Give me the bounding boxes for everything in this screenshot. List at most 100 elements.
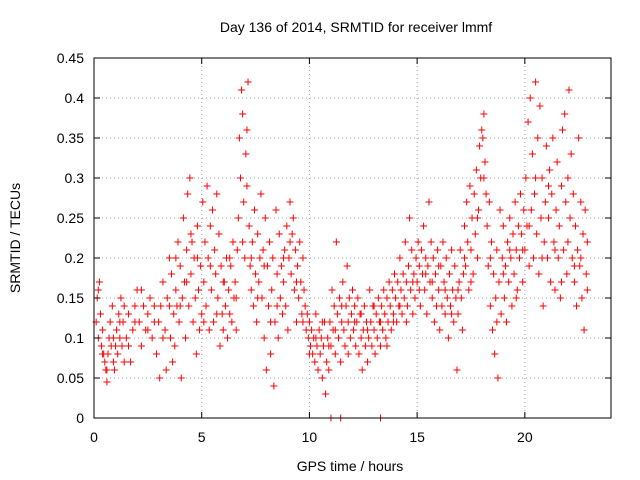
data-point bbox=[550, 238, 558, 246]
data-point bbox=[354, 294, 362, 302]
data-point bbox=[221, 302, 229, 310]
data-point bbox=[565, 86, 573, 94]
data-point bbox=[178, 294, 186, 302]
data-point bbox=[341, 342, 349, 350]
data-point bbox=[114, 350, 122, 358]
data-point bbox=[235, 134, 243, 142]
data-point bbox=[259, 246, 267, 254]
data-point bbox=[412, 254, 420, 262]
data-point bbox=[357, 310, 365, 318]
data-point bbox=[284, 326, 292, 334]
data-point bbox=[370, 302, 378, 310]
data-point bbox=[553, 158, 561, 166]
data-point bbox=[165, 254, 173, 262]
grid-lines bbox=[94, 58, 611, 418]
data-point bbox=[441, 286, 449, 294]
data-point bbox=[177, 374, 185, 382]
data-point bbox=[355, 350, 363, 358]
data-point bbox=[450, 318, 458, 326]
data-point bbox=[455, 278, 463, 286]
data-point bbox=[273, 270, 281, 278]
data-point bbox=[402, 278, 410, 286]
data-point bbox=[484, 262, 492, 270]
data-point bbox=[117, 294, 125, 302]
data-point bbox=[243, 182, 251, 190]
data-point bbox=[276, 294, 284, 302]
x-axis-label: GPS time / hours bbox=[297, 458, 404, 474]
data-point bbox=[480, 110, 488, 118]
data-point bbox=[399, 270, 407, 278]
data-point bbox=[391, 270, 399, 278]
data-point bbox=[511, 198, 519, 206]
data-point bbox=[564, 174, 572, 182]
data-point bbox=[264, 302, 272, 310]
data-point bbox=[467, 278, 475, 286]
data-point bbox=[260, 334, 268, 342]
data-point bbox=[352, 342, 360, 350]
data-point bbox=[396, 254, 404, 262]
axes: 0 0.05 0.1 0.15 0.2 0.25 0.3 0.35 0.4 0.45 0 5 10 15 2… bbox=[57, 50, 612, 445]
data-point bbox=[308, 326, 316, 334]
data-point bbox=[509, 230, 517, 238]
data-point bbox=[549, 134, 557, 142]
data-point bbox=[506, 246, 514, 254]
data-point bbox=[286, 238, 294, 246]
data-point bbox=[186, 174, 194, 182]
data-point bbox=[115, 310, 123, 318]
data-point bbox=[203, 182, 211, 190]
data-point bbox=[201, 238, 209, 246]
data-point bbox=[519, 278, 527, 286]
data-point bbox=[370, 326, 378, 334]
data-point bbox=[206, 262, 214, 270]
data-point bbox=[476, 142, 484, 150]
data-point bbox=[435, 286, 443, 294]
data-point bbox=[569, 190, 577, 198]
data-point bbox=[473, 254, 481, 262]
data-point bbox=[385, 278, 393, 286]
data-point bbox=[188, 238, 196, 246]
data-point bbox=[226, 254, 234, 262]
data-point bbox=[463, 198, 471, 206]
data-point bbox=[323, 358, 331, 366]
data-point bbox=[514, 222, 522, 230]
data-point bbox=[561, 110, 569, 118]
data-point bbox=[458, 326, 466, 334]
data-point bbox=[415, 286, 423, 294]
data-point bbox=[305, 318, 313, 326]
data-point bbox=[349, 286, 356, 294]
data-point bbox=[556, 294, 564, 302]
data-point bbox=[497, 310, 505, 318]
data-point bbox=[522, 174, 530, 182]
data-point bbox=[546, 166, 554, 174]
data-point bbox=[144, 326, 152, 334]
data-point bbox=[254, 294, 262, 302]
data-point bbox=[475, 206, 483, 214]
data-point bbox=[454, 286, 462, 294]
data-point bbox=[140, 302, 148, 310]
data-point bbox=[106, 318, 114, 326]
data-point bbox=[325, 366, 333, 374]
data-point bbox=[510, 270, 518, 278]
data-point bbox=[96, 310, 104, 318]
data-point bbox=[236, 174, 244, 182]
data-point bbox=[453, 366, 461, 374]
data-point bbox=[183, 246, 191, 254]
data-point bbox=[316, 350, 324, 358]
data-point bbox=[182, 334, 190, 342]
data-point bbox=[249, 302, 257, 310]
data-point bbox=[179, 214, 187, 222]
data-point bbox=[492, 294, 500, 302]
data-point bbox=[300, 286, 308, 294]
data-point bbox=[226, 310, 234, 318]
data-point bbox=[515, 254, 523, 262]
data-point bbox=[344, 350, 352, 358]
data-point bbox=[483, 222, 491, 230]
data-point bbox=[383, 342, 391, 350]
data-point bbox=[168, 270, 176, 278]
data-point bbox=[493, 318, 501, 326]
data-point bbox=[536, 102, 544, 110]
data-point bbox=[152, 350, 160, 358]
data-point bbox=[202, 302, 210, 310]
data-point bbox=[292, 318, 300, 326]
data-point bbox=[489, 326, 497, 334]
